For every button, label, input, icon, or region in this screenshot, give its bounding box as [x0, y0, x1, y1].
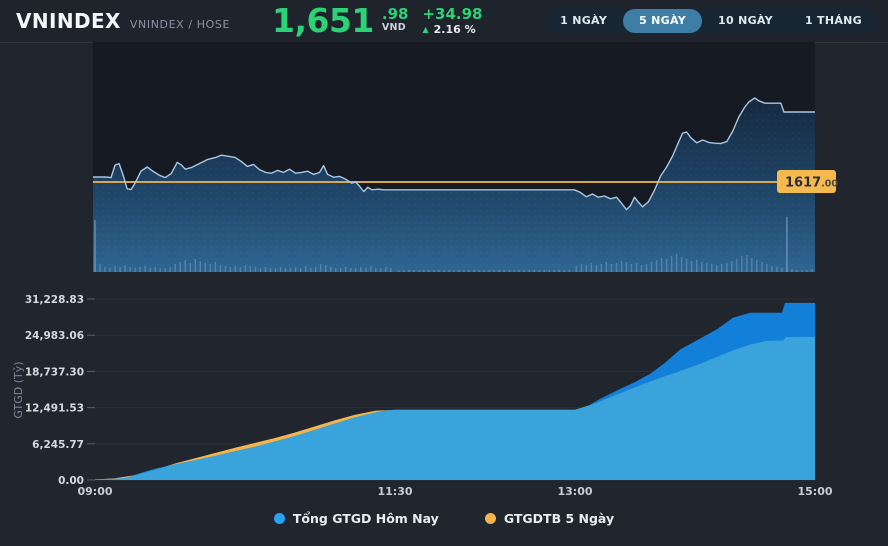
range-button-1-month[interactable]: 1 THÁNG: [789, 9, 878, 33]
overlap-area: [95, 336, 815, 480]
page-subtitle: VNINDEX / HOSE: [129, 18, 231, 31]
title-block: VNINDEX VNINDEX / HOSE: [16, 9, 230, 33]
header: VNINDEX VNINDEX / HOSE 1,651 .98 VND +34…: [0, 0, 888, 43]
legend-dot-today: [273, 513, 285, 524]
page-title: VNINDEX: [16, 9, 121, 33]
change-block: +34.98 ▲ 2.16 %: [422, 5, 483, 37]
price-chart[interactable]: 1617.00: [0, 42, 888, 272]
legend-item-5day-avg[interactable]: GTGDTB 5 Ngày: [484, 511, 615, 526]
change-percent: 2.16 %: [433, 23, 476, 36]
range-button-10-days[interactable]: 10 NGÀY: [702, 9, 789, 33]
price-change: +34.98: [422, 5, 483, 23]
y-tick-label: 0.00: [58, 475, 84, 487]
svg-text:1617.00: 1617.00: [785, 176, 838, 191]
x-tick-label: 15:00: [797, 485, 832, 498]
legend-label-5day-avg: GTGDTB 5 Ngày: [503, 511, 615, 526]
y-tick-label: 18,737.30: [25, 366, 84, 378]
range-button-1-day[interactable]: 1 NGÀY: [544, 9, 623, 33]
legend-item-today[interactable]: Tổng GTGD Hôm Nay: [273, 511, 439, 526]
price-decimals: .98: [381, 5, 409, 23]
y-axis-title: GTGD (Tỷ): [12, 361, 25, 418]
x-tick-label: 13:00: [557, 485, 592, 498]
currency-label: VND: [381, 22, 406, 33]
y-tick-label: 24,983.06: [25, 330, 84, 342]
range-selector: 1 NGÀY 5 NGÀY 10 NGÀY 1 THÁNG: [544, 9, 878, 33]
legend-dot-5day-avg: [484, 513, 496, 524]
price-sub-block: .98 VND: [382, 7, 409, 34]
reference-price-label: 1617.00: [777, 170, 838, 193]
trading-value-chart[interactable]: 31,228.83 24,983.06 18,737.30 12,491.53 6,24…: [0, 285, 888, 501]
volume-bars: [94, 217, 813, 272]
legend-label-today: Tổng GTGD Hôm Nay: [292, 511, 439, 526]
y-tick-label: 6,245.77: [32, 439, 84, 451]
x-tick-label: 11:30: [377, 485, 412, 498]
y-tick-label: 12,491.53: [25, 403, 84, 415]
range-button-5-days[interactable]: 5 NGÀY: [623, 9, 703, 33]
up-arrow-icon: ▲: [422, 24, 429, 34]
y-tick-label: 31,228.83: [25, 294, 84, 306]
chart-legend: Tổng GTGD Hôm Nay GTGDTB 5 Ngày: [0, 511, 888, 526]
x-tick-label: 09:00: [77, 485, 112, 498]
price-line: [93, 97, 815, 211]
price-block: 1,651 .98 VND +34.98 ▲ 2.16 %: [272, 3, 482, 39]
price-value: 1,651: [272, 1, 374, 40]
